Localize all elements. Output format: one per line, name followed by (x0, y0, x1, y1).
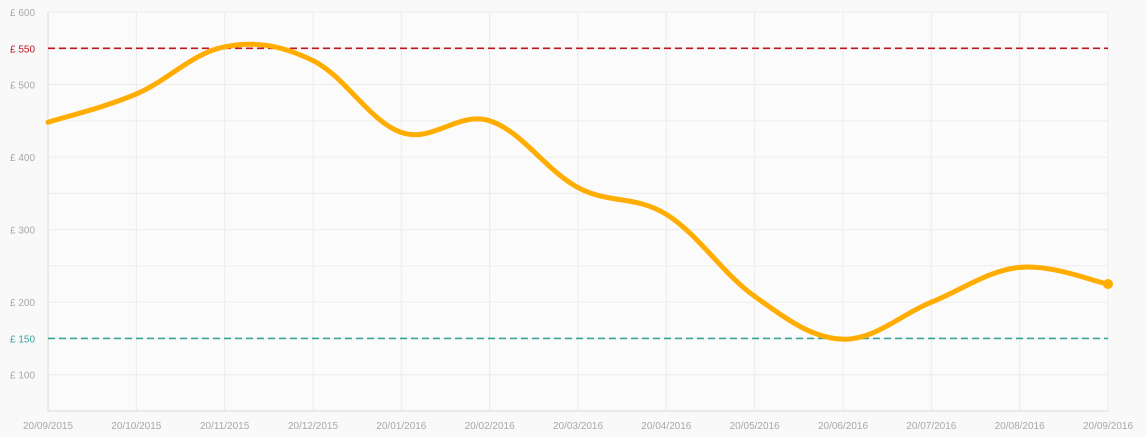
x-tick-label: 20/09/2016 (1083, 421, 1133, 432)
y-tick-label: £ 500 (10, 81, 35, 92)
x-tick-label: 20/09/2015 (23, 421, 73, 432)
grid-layer (47, 11, 1109, 412)
y-tick-label: £ 100 (10, 371, 35, 382)
reference-line-label: £ 550 (10, 44, 35, 55)
x-tick-label: 20/05/2016 (730, 421, 780, 432)
x-tick-label: 20/07/2016 (906, 421, 956, 432)
price-series-line (45, 41, 1111, 342)
y-tick-label: £ 400 (10, 153, 35, 164)
x-tick-label: 20/03/2016 (553, 421, 603, 432)
y-tick-label: £ 600 (10, 8, 35, 19)
axis-labels: £ 100 £ 200 £ 300 £ 400 £ 500 £ 600 20/09/2015… (10, 8, 1133, 432)
x-tick-label: 20/04/2016 (641, 421, 691, 432)
x-tick-label: 20/11/2015 (200, 421, 250, 432)
x-tick-label: 20/12/2015 (288, 421, 338, 432)
y-tick-label: £ 300 (10, 226, 35, 237)
reference-line-label: £ 150 (10, 334, 35, 345)
x-tick-label: 20/10/2015 (111, 421, 161, 432)
x-tick-label: 20/08/2016 (995, 421, 1045, 432)
x-tick-label: 20/02/2016 (465, 421, 515, 432)
x-tick-label: 20/06/2016 (818, 421, 868, 432)
series-end-point (1103, 279, 1113, 290)
y-tick-label: £ 200 (10, 298, 35, 309)
x-tick-label: 20/01/2016 (376, 421, 426, 432)
series-layer (45, 41, 1113, 342)
